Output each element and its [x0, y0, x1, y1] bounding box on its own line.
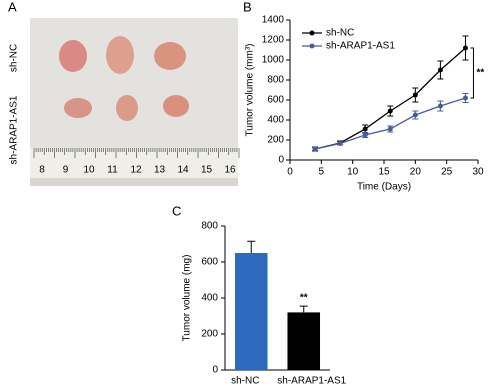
- annotation: **: [476, 68, 484, 79]
- y-tick-label: 1400: [262, 15, 285, 26]
- y-tick-label: 200: [201, 329, 218, 340]
- photo: [30, 18, 240, 186]
- x-tick-label: 5: [319, 167, 325, 178]
- tumor: [154, 42, 186, 70]
- tumor: [64, 98, 92, 118]
- legend-label: sh-ARAP1-AS1: [326, 41, 395, 52]
- legend-marker: [309, 43, 315, 49]
- y-tick-label: 800: [201, 221, 218, 232]
- panel-label: C: [172, 203, 181, 218]
- x-tick-label: 0: [287, 167, 293, 178]
- panel-label: A: [8, 0, 17, 14]
- x-tick-label: 15: [378, 167, 390, 178]
- y-tick-label: 600: [267, 95, 284, 106]
- x-tick-label: 20: [410, 167, 422, 178]
- x-axis-label: Time (Days): [357, 182, 411, 193]
- y-tick-label: 0: [212, 365, 218, 376]
- legend-label: sh-NC: [326, 28, 354, 39]
- marker: [387, 108, 393, 114]
- y-axis-label: Tumor volume (mg): [182, 255, 193, 342]
- annotation: **: [300, 293, 308, 304]
- ruler-label: 16: [224, 165, 236, 176]
- ruler-label: 13: [154, 165, 166, 176]
- x-tick-label: 25: [441, 167, 453, 178]
- y-tick-label: 1200: [262, 35, 285, 46]
- y-tick-label: 1000: [262, 55, 285, 66]
- x-tick-label: sh-ARAP1-AS1: [277, 376, 346, 387]
- marker: [462, 45, 468, 51]
- ruler-label: 11: [107, 165, 118, 176]
- marker: [412, 112, 418, 118]
- marker: [337, 141, 343, 146]
- error-bar: [247, 240, 256, 253]
- ruler-label: 15: [201, 165, 213, 176]
- marker: [362, 126, 368, 132]
- row-label: sh-ARAP1-AS1: [9, 95, 20, 164]
- marker: [462, 95, 468, 101]
- ruler-ticks: [33, 148, 240, 158]
- y-tick-label: 600: [201, 257, 218, 268]
- marker: [387, 126, 393, 132]
- error-bar: [299, 305, 308, 313]
- tumor: [59, 40, 87, 72]
- x-tick-label: 30: [472, 167, 484, 178]
- series-line: [314, 47, 466, 150]
- ruler-label: 8: [39, 165, 45, 176]
- y-axis-label: Tumor volume (mm³): [245, 44, 256, 137]
- tumor: [163, 95, 189, 117]
- marker: [437, 103, 443, 109]
- y-tick-label: 200: [267, 135, 284, 146]
- ruler-label: 12: [130, 165, 142, 176]
- y-tick-label: 0: [278, 155, 284, 166]
- row-label: sh-NC: [9, 44, 20, 72]
- photo-paper: [30, 18, 238, 148]
- marker: [312, 146, 318, 152]
- x-tick-label: 10: [347, 167, 359, 178]
- legend-marker: [309, 30, 315, 36]
- bar: [234, 253, 268, 370]
- x-tick-label: sh-NC: [231, 376, 259, 387]
- bracket: [470, 47, 474, 99]
- marker: [412, 92, 418, 98]
- y-tick-label: 400: [267, 115, 284, 126]
- y-tick-label: 800: [267, 75, 284, 86]
- ruler-label: 10: [83, 165, 95, 176]
- marker: [362, 132, 368, 138]
- marker: [437, 67, 443, 73]
- y-tick-label: 400: [201, 293, 218, 304]
- bar: [287, 312, 321, 370]
- ruler-label: 9: [63, 165, 69, 176]
- ruler-label: 14: [177, 165, 189, 176]
- panel-label: B: [243, 0, 252, 14]
- tumor: [106, 36, 134, 74]
- tumor: [116, 95, 138, 121]
